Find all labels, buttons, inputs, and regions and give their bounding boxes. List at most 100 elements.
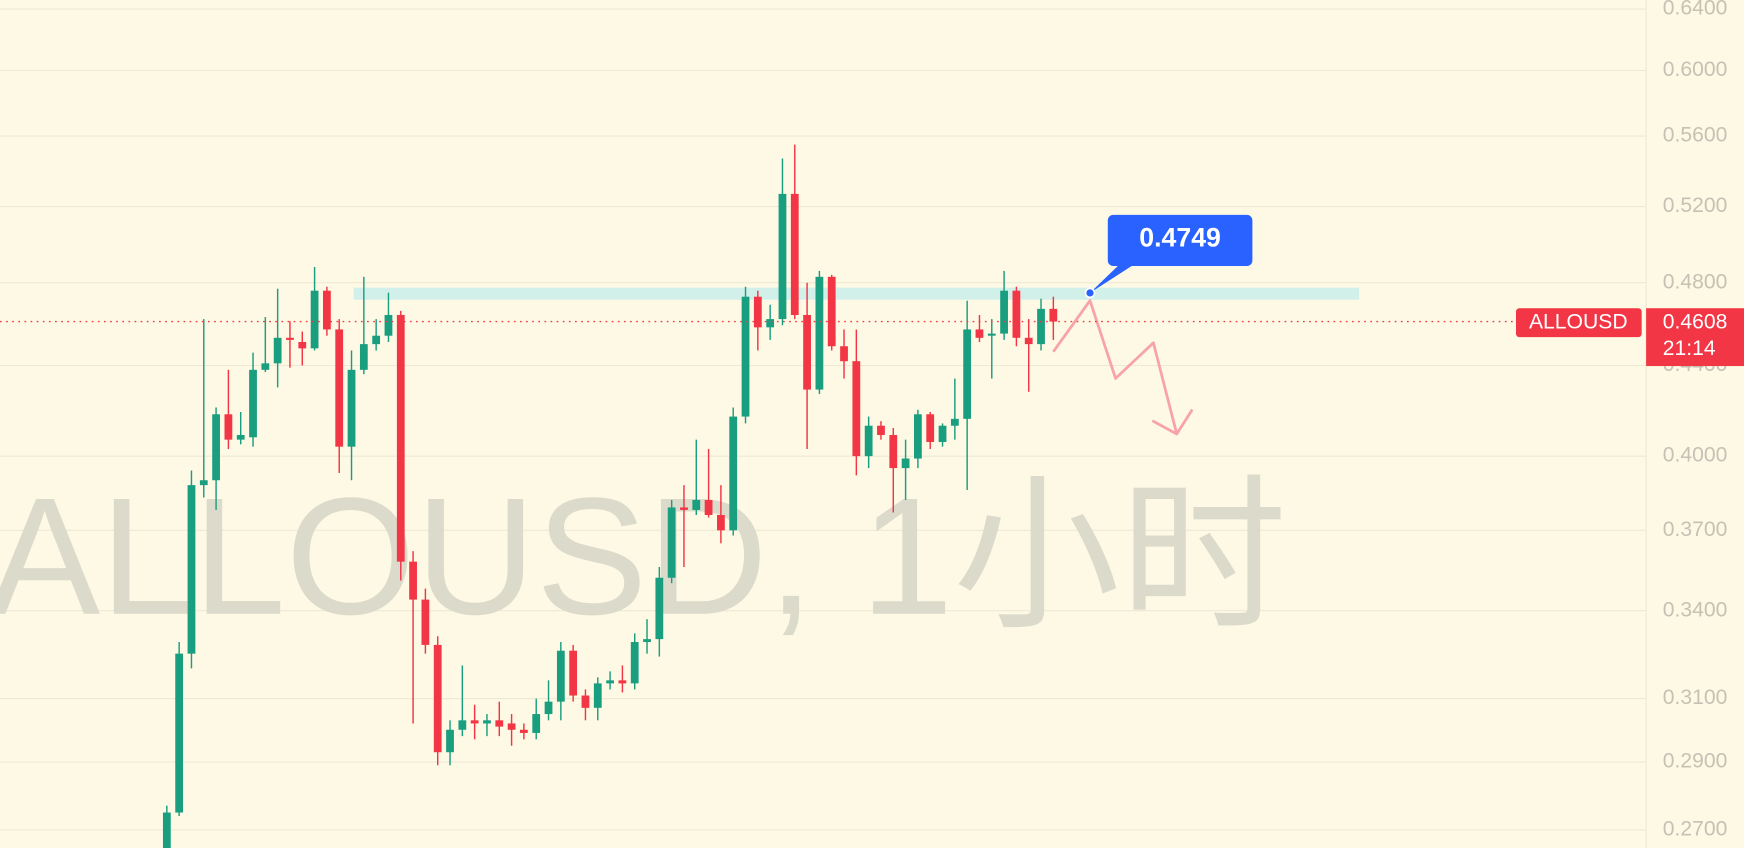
countdown-label: 21:14	[1663, 337, 1716, 360]
candle-body	[1012, 290, 1021, 338]
overlay: ALLOUSD 0.4608 21:14 0.4749	[0, 214, 1744, 367]
candle-body	[569, 650, 578, 696]
y-tick-label: 0.2700	[1663, 818, 1728, 841]
candle-body	[433, 644, 442, 753]
candle-body	[286, 337, 294, 340]
y-tick-label: 0.3100	[1663, 686, 1728, 709]
candle-body	[520, 729, 528, 733]
candle-body	[1000, 290, 1008, 334]
candle-body	[212, 414, 220, 481]
candle-body	[926, 414, 935, 442]
candle-body	[914, 414, 922, 459]
candle-body	[532, 714, 541, 733]
candle-body	[323, 290, 331, 330]
candle-body	[396, 314, 405, 562]
candle-body	[544, 701, 553, 715]
watermark: ALLOUSD, 1小时	[0, 464, 1287, 650]
candle-body	[618, 680, 627, 684]
candle-body	[581, 695, 590, 708]
candle-body	[667, 507, 676, 578]
candle-body	[877, 425, 885, 435]
candle-body	[236, 434, 245, 440]
symbol-label: ALLOUSD	[1529, 310, 1628, 333]
candle-body	[643, 639, 651, 643]
y-tick-label: 0.6400	[1663, 0, 1728, 20]
candle-body	[766, 319, 775, 328]
candle-body	[655, 577, 664, 640]
candle-body	[495, 720, 504, 727]
candle-body	[556, 650, 565, 702]
candles	[162, 144, 1058, 848]
candle-body	[409, 561, 417, 600]
candle-body	[446, 729, 454, 753]
y-tick-label: 0.6000	[1663, 58, 1728, 81]
y-tick-label: 0.5200	[1663, 194, 1728, 217]
y-tick-label: 0.3400	[1663, 598, 1728, 621]
callout-box	[1107, 214, 1253, 267]
candle-body	[372, 335, 381, 345]
candle-body	[753, 296, 762, 328]
candle-body	[162, 812, 171, 848]
candle-body	[680, 507, 688, 510]
candle-body	[310, 290, 319, 349]
candle-body	[815, 276, 824, 390]
candle-body	[1024, 337, 1033, 345]
y-tick-label: 0.3700	[1663, 518, 1728, 541]
candle-body	[717, 515, 725, 531]
y-tick-label: 0.4800	[1663, 270, 1728, 293]
candle-body	[692, 499, 701, 510]
zone-group	[353, 287, 1360, 300]
candle-body	[175, 653, 184, 813]
candle-body	[1037, 308, 1045, 345]
candle-body	[199, 480, 208, 486]
candle-body	[1049, 308, 1058, 322]
projection-arrowhead	[1151, 408, 1194, 436]
y-tick-label: 0.5600	[1663, 124, 1728, 147]
candle-body	[938, 425, 947, 442]
callout-label: 0.4749	[1139, 222, 1221, 252]
candle-body	[840, 346, 848, 362]
candle-body	[889, 434, 898, 469]
y-tick-label: 0.2900	[1663, 750, 1728, 773]
callout-point	[1084, 287, 1096, 299]
candle-body	[470, 720, 479, 724]
candle-body	[224, 414, 233, 440]
price-badge	[1646, 308, 1744, 367]
candle-body	[593, 683, 602, 708]
symbol-badge	[1515, 308, 1642, 338]
candle-body	[827, 276, 836, 347]
candle-body	[864, 425, 873, 457]
candle-body	[630, 642, 639, 684]
candle-body	[704, 499, 713, 516]
candle-body	[507, 723, 516, 730]
candle-body	[384, 314, 393, 336]
candle-body	[987, 333, 996, 336]
candle-body	[729, 416, 738, 531]
candle-body	[852, 361, 861, 457]
candle-body	[249, 369, 257, 438]
candle-body	[778, 193, 787, 320]
candle-body	[335, 329, 344, 447]
candle-body	[950, 418, 959, 426]
candle-body	[975, 329, 984, 338]
candle-body	[741, 296, 750, 417]
candle-body	[790, 193, 799, 315]
candle-body	[421, 599, 430, 645]
candle-body	[273, 337, 282, 364]
candle-body	[347, 369, 356, 447]
last-price-label: 0.4608	[1663, 310, 1728, 333]
candle-body	[261, 363, 270, 370]
projection-arrow	[1052, 299, 1194, 436]
candle-body	[298, 342, 307, 349]
resistance-zone	[353, 287, 1360, 300]
candle-body	[187, 485, 196, 654]
candle-body	[359, 344, 368, 370]
candle-body	[901, 458, 910, 469]
projection-path	[1052, 299, 1179, 435]
candle-body	[483, 720, 491, 724]
candle-body	[803, 314, 811, 390]
candle-body	[963, 329, 972, 419]
y-tick-label: 0.4000	[1663, 444, 1728, 467]
